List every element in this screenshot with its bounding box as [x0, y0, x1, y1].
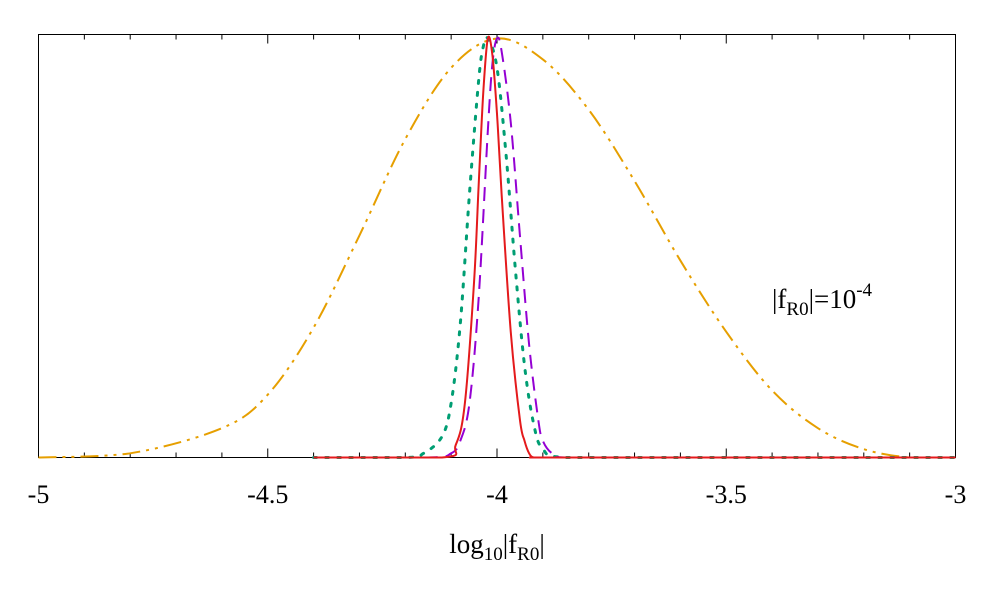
x-tick-labels: -5 -4.5 -4 -3.5 -3: [28, 480, 967, 509]
series-line-1: [38, 37, 956, 459]
x-tick-label: -3: [945, 480, 967, 509]
x-tick-label: -4.5: [247, 480, 288, 509]
series-line-2: [312, 35, 957, 460]
plot-frame: [38, 34, 956, 458]
tick-marks: [38, 34, 956, 458]
series-line-3: [313, 36, 956, 459]
x-tick-label: -3.5: [706, 480, 747, 509]
x-tick-label: -5: [28, 480, 50, 509]
x-axis-label: log10|fR0|: [449, 529, 545, 565]
x-tick-label: -4: [486, 480, 508, 509]
series-annotation: |fR0|=10-4: [772, 280, 873, 320]
series-line-4: [313, 35, 956, 459]
series-lines: [38, 35, 957, 460]
